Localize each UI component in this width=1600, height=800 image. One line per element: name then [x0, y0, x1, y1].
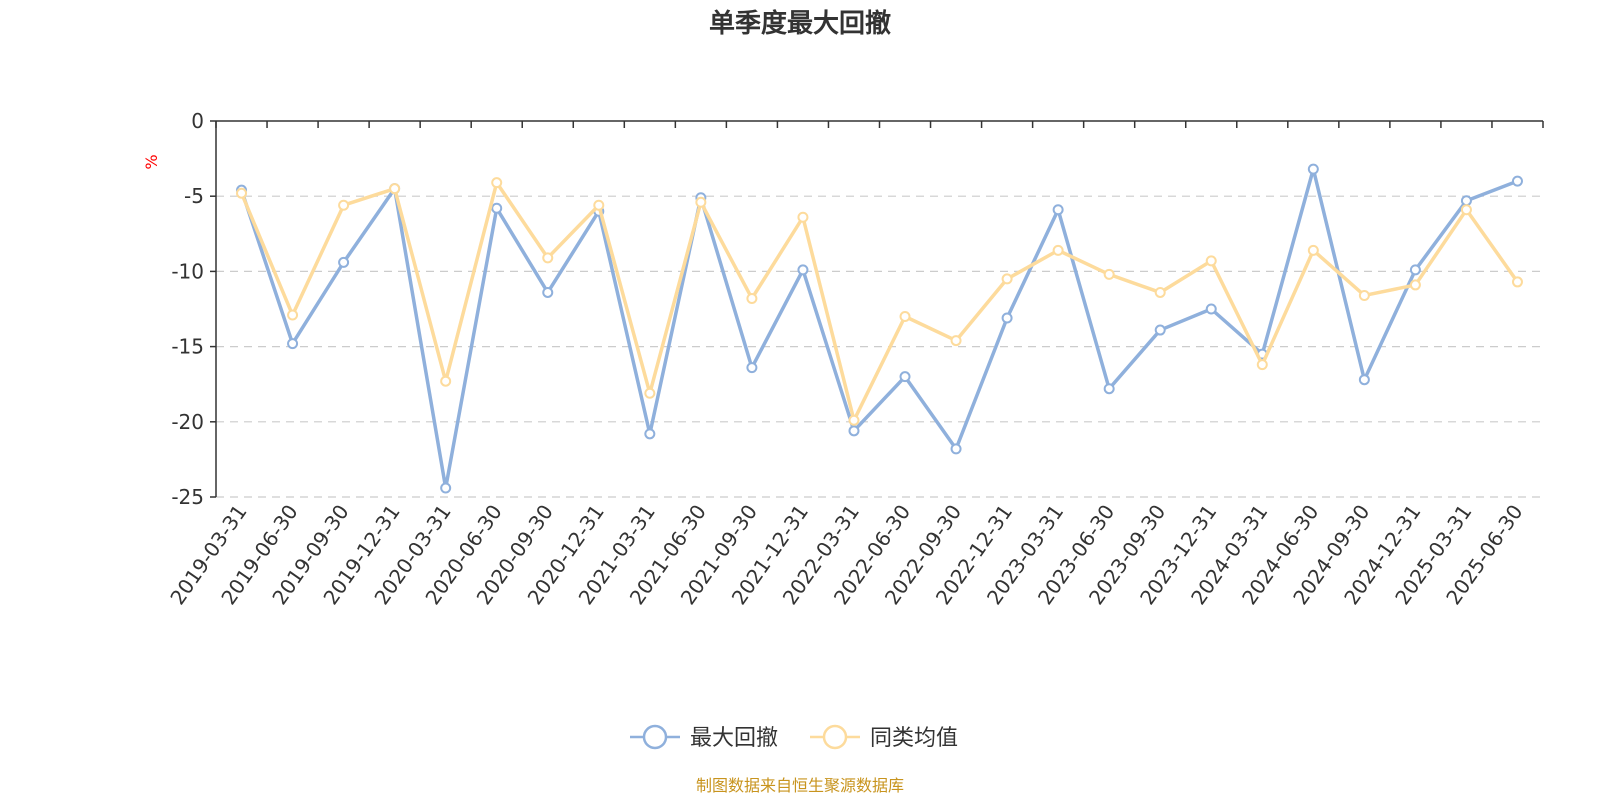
data-point	[1307, 163, 1319, 175]
series-lines	[236, 163, 1523, 494]
data-point	[287, 309, 299, 321]
data-point	[1205, 255, 1217, 267]
data-point	[1460, 204, 1472, 216]
legend[interactable]: 最大回撤 同类均值	[630, 724, 958, 751]
y-tick-label: -10	[171, 259, 204, 283]
data-point	[1001, 312, 1013, 324]
data-point	[338, 256, 350, 268]
data-point	[1154, 286, 1166, 298]
data-point	[440, 375, 452, 387]
data-point	[746, 292, 758, 304]
data-point	[644, 428, 656, 440]
data-point	[797, 211, 809, 223]
chart-title: 单季度最大回撤	[709, 8, 891, 39]
legend-circle-icon	[822, 724, 848, 750]
y-tick-label: -20	[171, 410, 204, 434]
data-point	[1307, 244, 1319, 256]
data-point	[1358, 374, 1370, 386]
data-point	[1052, 204, 1064, 216]
data-point	[1358, 289, 1370, 301]
axes: 0-5-10-15-20-252019-03-312019-06-302019-…	[165, 109, 1544, 609]
series-line	[239, 167, 1519, 490]
y-tick-label: -25	[171, 485, 204, 509]
data-point	[1154, 324, 1166, 336]
data-point	[1103, 383, 1115, 395]
data-point	[491, 202, 503, 214]
data-point	[1205, 303, 1217, 315]
y-axis-unit-label: %	[142, 154, 161, 169]
data-point	[746, 362, 758, 374]
series-2	[236, 177, 1523, 426]
data-point	[389, 183, 401, 195]
data-point	[695, 196, 707, 208]
data-point	[236, 187, 248, 199]
legend-item[interactable]: 同类均值	[810, 724, 958, 751]
legend-circle-icon	[642, 724, 668, 750]
data-point	[1001, 273, 1013, 285]
data-point	[1052, 244, 1064, 256]
data-point	[1409, 279, 1421, 291]
data-source-note: 制图数据来自恒生聚源数据库	[696, 776, 904, 795]
y-tick-label: -15	[171, 335, 204, 359]
data-point	[491, 177, 503, 189]
data-point	[1256, 359, 1268, 371]
data-point	[848, 414, 860, 426]
data-point	[287, 338, 299, 350]
data-point	[593, 199, 605, 211]
data-point	[542, 252, 554, 264]
data-point	[797, 264, 809, 276]
data-point	[899, 311, 911, 323]
legend-item[interactable]: 最大回撤	[630, 724, 778, 751]
data-point	[1460, 195, 1472, 207]
data-point	[1511, 276, 1523, 288]
data-point	[950, 335, 962, 347]
data-point	[1409, 264, 1421, 276]
data-point	[1103, 268, 1115, 280]
series-1	[236, 163, 1523, 494]
legend-label: 最大回撤	[690, 726, 778, 751]
data-point	[848, 425, 860, 437]
y-tick-label: -5	[184, 184, 204, 208]
data-point	[338, 199, 350, 211]
data-point	[899, 371, 911, 383]
data-point	[644, 387, 656, 399]
y-tick-label: 0	[191, 109, 204, 133]
data-point	[542, 286, 554, 298]
data-point	[1511, 175, 1523, 187]
legend-label: 同类均值	[870, 726, 958, 751]
grid-lines	[216, 195, 1543, 498]
series-line	[239, 180, 1519, 423]
data-point	[950, 443, 962, 455]
data-point	[440, 482, 452, 494]
